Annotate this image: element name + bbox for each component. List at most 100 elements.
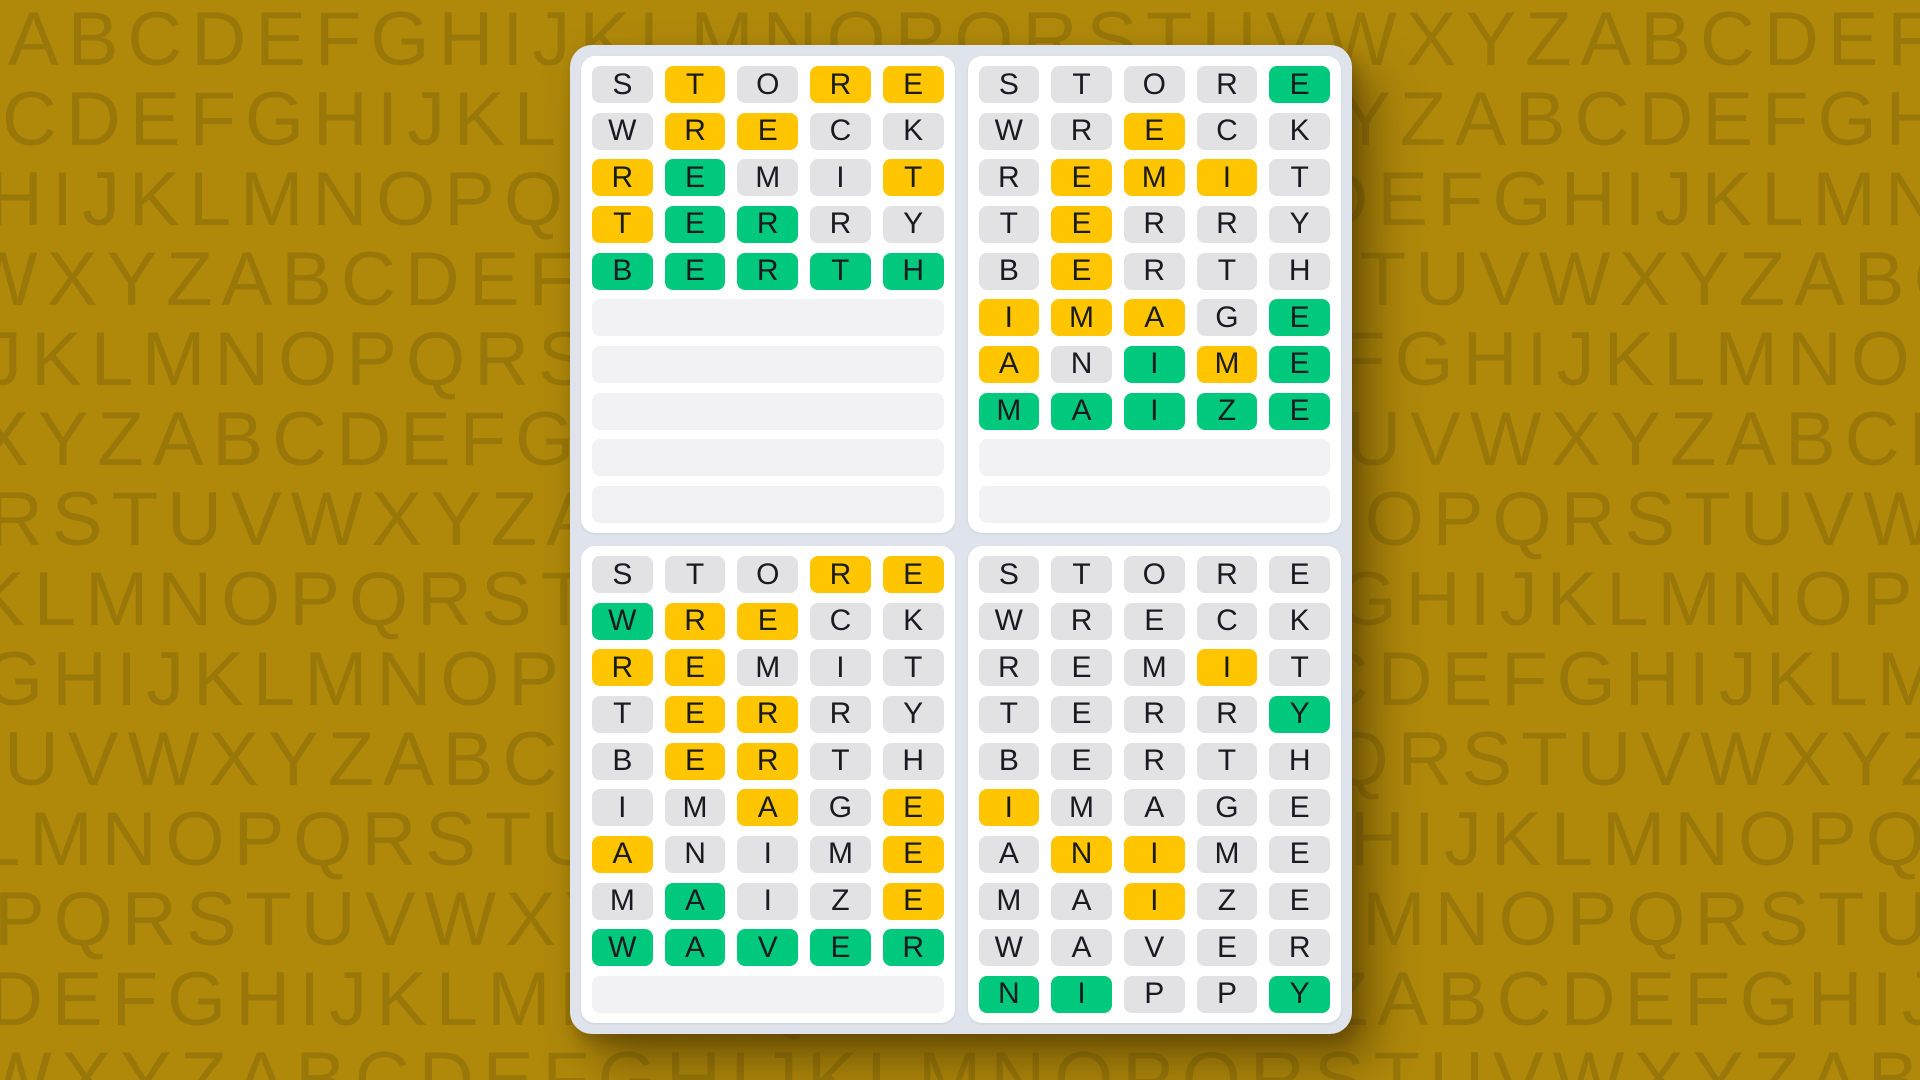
letter-tile: A (978, 345, 1040, 383)
letter-tile: T (592, 695, 653, 733)
letter-tile: E (664, 649, 726, 687)
empty-guess-row (592, 345, 944, 383)
letter-tile: W (978, 112, 1040, 150)
letter-tile: B (978, 742, 1040, 780)
letter-tile: E (882, 789, 944, 827)
letter-tile: A (664, 882, 726, 920)
letter-tile: W (978, 929, 1040, 967)
letter-tile: M (737, 649, 799, 687)
letter-tile: R (737, 742, 799, 780)
letter-tile: W (592, 929, 653, 967)
letter-tile: T (978, 695, 1040, 733)
letter-tile: E (1269, 835, 1330, 873)
letter-tile: E (1051, 159, 1112, 197)
letter-tile: O (1123, 556, 1185, 593)
letter-tile: T (664, 66, 726, 103)
letter-tile: T (810, 742, 871, 780)
letter-tile: E (664, 159, 726, 197)
letter-tile: Y (1269, 205, 1330, 243)
letter-tile: A (664, 929, 726, 967)
letter-tile: T (882, 649, 944, 687)
letter-tile: C (810, 112, 871, 150)
letter-tile: R (978, 649, 1040, 687)
letter-tile: M (1051, 789, 1112, 827)
letter-tile: P (1123, 975, 1185, 1013)
empty-guess-row (978, 485, 1330, 523)
letter-tile: T (1051, 66, 1112, 103)
letter-tile: T (1196, 742, 1258, 780)
letter-tile: I (1196, 159, 1258, 197)
letter-tile: V (737, 929, 799, 967)
letter-tile: B (592, 252, 653, 290)
letter-tile: I (1123, 392, 1185, 430)
letter-tile: E (1051, 649, 1112, 687)
empty-guess-row (592, 392, 944, 430)
letter-tile: Y (1269, 695, 1330, 733)
letter-tile: R (1196, 205, 1258, 243)
letter-tile: K (1269, 112, 1330, 150)
letter-tile: M (1051, 299, 1112, 337)
letter-tile: E (1196, 929, 1258, 967)
letter-tile: Z (1196, 882, 1258, 920)
letter-tile: R (1269, 929, 1330, 967)
letter-tile: A (1051, 882, 1112, 920)
letter-tile: E (810, 929, 871, 967)
letter-tile: E (882, 556, 944, 593)
letter-tile: H (882, 252, 944, 290)
letter-tile: W (978, 602, 1040, 640)
empty-guess-row (592, 975, 944, 1013)
letter-tile: E (1269, 299, 1330, 337)
letter-tile: I (978, 299, 1040, 337)
letter-tile: K (1269, 602, 1330, 640)
letter-tile: I (1196, 649, 1258, 687)
letter-tile: E (1269, 345, 1330, 383)
letter-tile: R (737, 205, 799, 243)
letter-tile: E (1051, 695, 1112, 733)
letter-tile: W (592, 112, 653, 150)
letter-tile: E (1123, 112, 1185, 150)
letter-tile: E (737, 112, 799, 150)
letter-tile: K (882, 602, 944, 640)
letter-tile: M (737, 159, 799, 197)
empty-guess-row (592, 299, 944, 337)
letter-tile: N (978, 975, 1040, 1013)
letter-tile: A (978, 835, 1040, 873)
letter-tile: B (978, 252, 1040, 290)
letter-tile: M (1123, 649, 1185, 687)
letter-tile: R (664, 112, 726, 150)
letter-tile: R (1123, 205, 1185, 243)
empty-guess-row (592, 439, 944, 477)
letter-tile: R (664, 602, 726, 640)
letter-tile: C (1196, 602, 1258, 640)
empty-guess-row (978, 439, 1330, 477)
letter-tile: A (1123, 299, 1185, 337)
letter-tile: E (1269, 556, 1330, 593)
letter-tile: R (737, 252, 799, 290)
letter-tile: T (1051, 556, 1112, 593)
letter-tile: T (978, 205, 1040, 243)
background-letter-row: WXYZABCDEFGHIJKLMNOPQRSTUVWXYZABCD (0, 1037, 1920, 1080)
letter-tile: E (737, 602, 799, 640)
letter-tile: I (737, 835, 799, 873)
letter-tile: M (1196, 835, 1258, 873)
letter-tile: R (978, 159, 1040, 197)
letter-tile: R (810, 66, 871, 103)
letter-tile: I (810, 649, 871, 687)
letter-tile: A (1123, 789, 1185, 827)
